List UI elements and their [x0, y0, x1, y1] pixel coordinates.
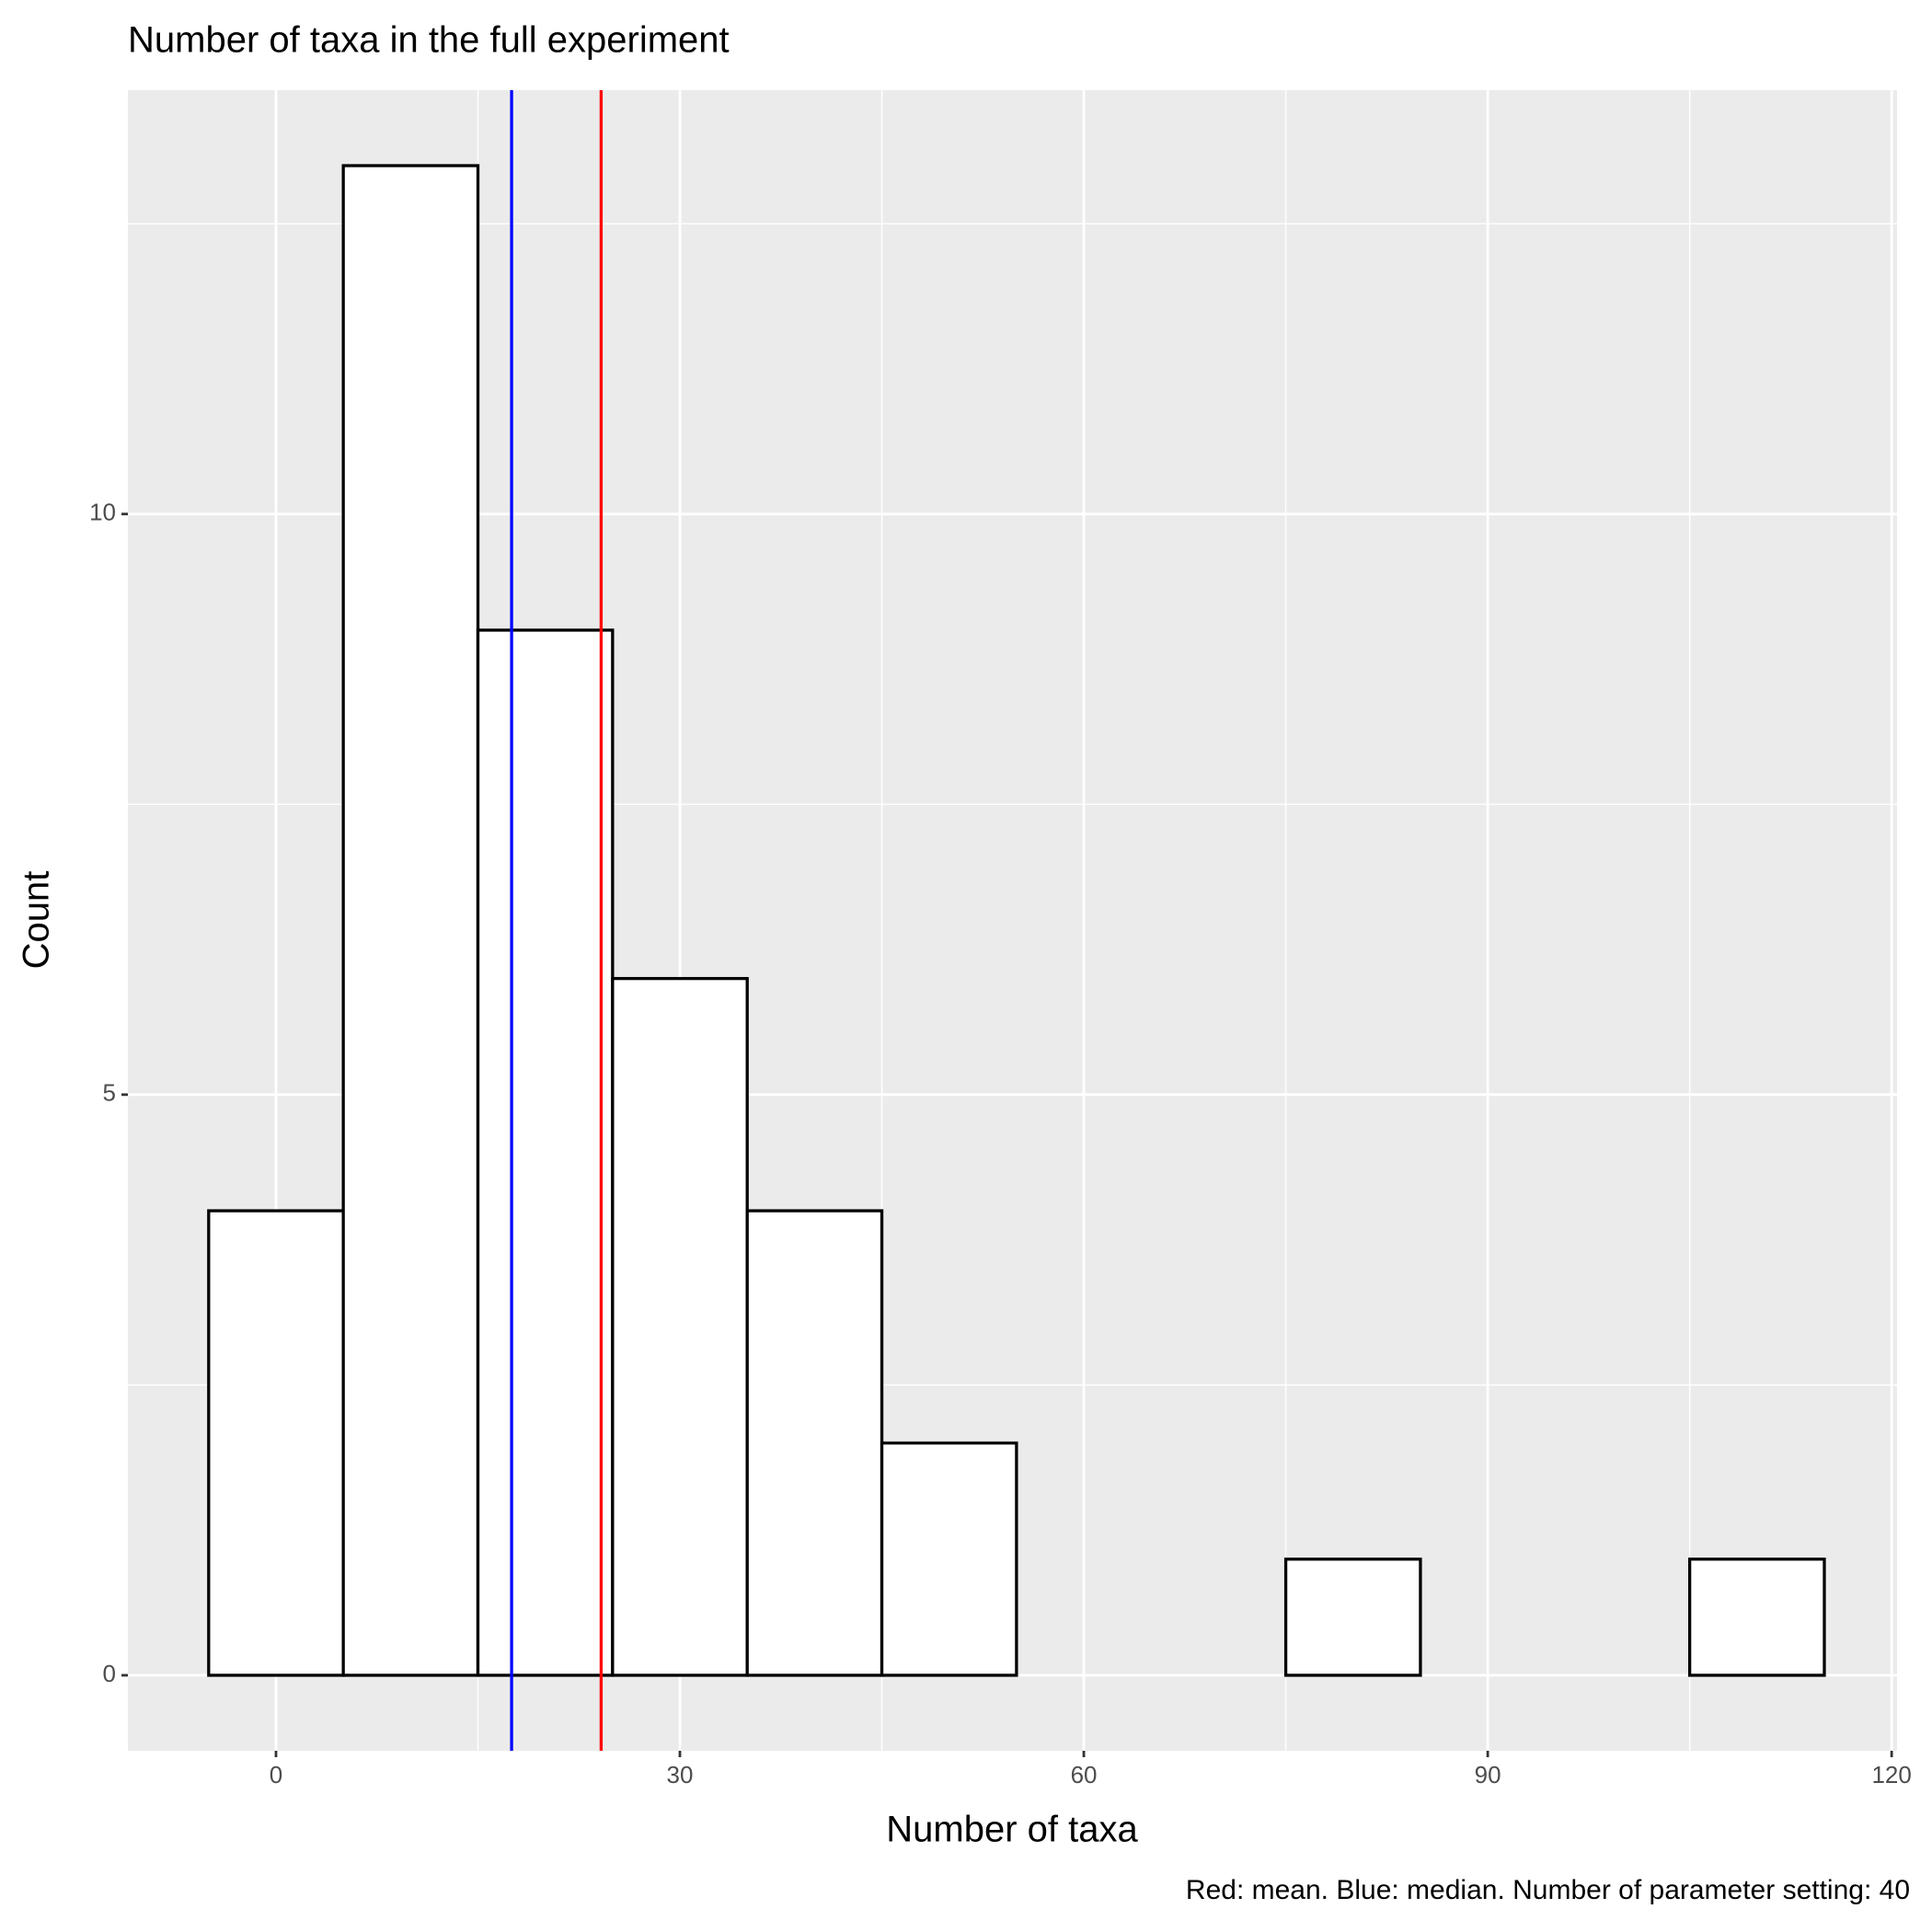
histogram-bar — [1283, 1558, 1422, 1677]
x-tick-label: 90 — [1475, 1761, 1501, 1788]
caption: Red: mean. Blue: median. Number of param… — [1186, 1875, 1910, 1905]
y-axis-title: Count — [17, 871, 57, 970]
histogram-bar — [1687, 1558, 1826, 1677]
x-tick-label: 120 — [1871, 1761, 1911, 1788]
histogram-bar — [611, 976, 749, 1677]
histogram-bar — [745, 1209, 884, 1677]
x-tick-label: 60 — [1071, 1761, 1098, 1788]
histogram-bar — [341, 164, 480, 1677]
x-tick-label: 0 — [270, 1761, 282, 1788]
y-tick-label: 5 — [103, 1079, 116, 1107]
histogram-bar — [207, 1209, 345, 1677]
y-tick-label: 10 — [89, 499, 116, 526]
histogram-bar — [476, 628, 615, 1677]
x-axis-title: Number of taxa — [886, 1810, 1138, 1850]
x-tick-label: 30 — [667, 1761, 694, 1788]
chart-title: Number of taxa in the full experiment — [128, 20, 730, 61]
y-tick-label: 0 — [103, 1660, 116, 1687]
histogram-bar — [880, 1441, 1018, 1677]
